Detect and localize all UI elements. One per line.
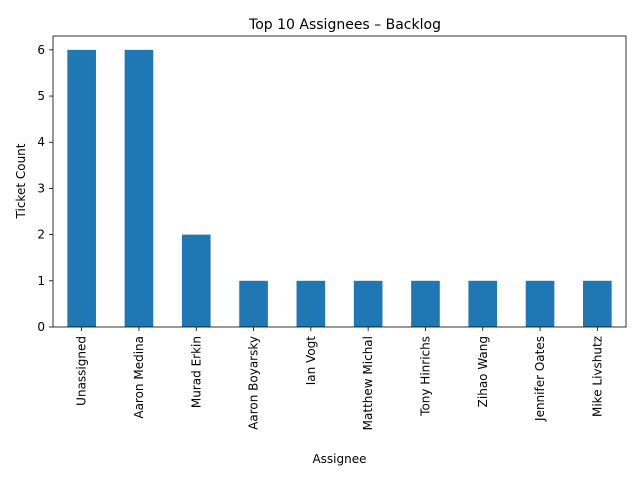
y-tick-label: 5: [37, 89, 45, 103]
y-tick-label: 4: [37, 135, 45, 149]
bar-ian-vogt: [296, 280, 326, 327]
x-tick-label: Zihao Wang: [476, 336, 490, 407]
y-tick-label: 6: [37, 43, 45, 57]
bar-jennifer-oates: [525, 280, 555, 327]
bar-matthew-michal: [353, 280, 383, 327]
bar-mike-livshutz: [583, 280, 612, 327]
bar-aaron-boyarsky: [239, 280, 268, 327]
bars-group: [67, 49, 612, 327]
y-tick-label: 2: [37, 228, 45, 242]
bar-aaron-medina: [124, 49, 154, 327]
plot-frame: [52, 35, 627, 328]
x-tick-label: Unassigned: [75, 336, 89, 406]
x-tick-label: Aaron Boyarsky: [247, 336, 261, 430]
bar-tony-hinrichs: [411, 280, 440, 327]
y-tick-label: 3: [37, 181, 45, 195]
y-axis-label: Ticket Count: [14, 143, 28, 219]
chart-title: Top 10 Assignees – Backlog: [248, 17, 441, 33]
y-axis: 0 1 2 3 4 5 6: [37, 43, 53, 334]
x-axis: Unassigned Aaron Medina Murad Erkin Aaron B…: [75, 327, 604, 430]
x-tick-label: Mike Livshutz: [590, 336, 604, 417]
bar-murad-erkin: [181, 234, 211, 327]
x-tick-label: Jennifer Oates: [533, 336, 547, 422]
bar-unassigned: [67, 49, 96, 327]
x-tick-label: Tony Hinrichs: [418, 336, 432, 417]
y-tick-label: 1: [37, 274, 45, 288]
bar-zihao-wang: [468, 280, 498, 327]
y-tick-label: 0: [37, 320, 45, 334]
x-tick-label: Ian Vogt: [304, 336, 318, 386]
x-tick-label: Murad Erkin: [189, 336, 203, 408]
x-tick-label: Aaron Medina: [132, 336, 146, 419]
x-axis-label: Assignee: [312, 452, 366, 466]
x-tick-label: Matthew Michal: [361, 336, 375, 430]
